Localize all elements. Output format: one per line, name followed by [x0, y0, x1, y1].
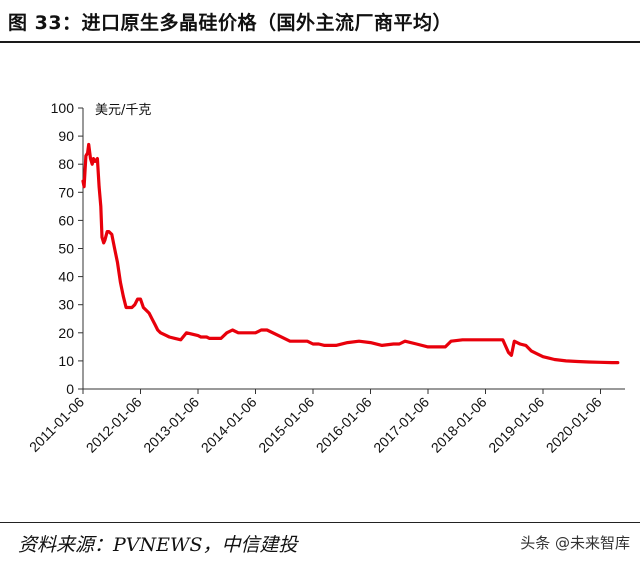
y-tick-label: 40	[58, 269, 74, 285]
series-layer	[81, 142, 620, 365]
y-tick-label: 90	[58, 128, 74, 144]
y-tick-label: 20	[58, 325, 74, 341]
x-tick-label: 2012-01-06	[83, 394, 145, 456]
x-tick-label: 2018-01-06	[428, 394, 490, 456]
x-tick-label: 2016-01-06	[313, 394, 375, 456]
x-axis: 2011-01-062012-01-062013-01-062014-01-06…	[26, 388, 625, 456]
title-divider	[0, 41, 640, 43]
x-tick-label: 2013-01-06	[140, 394, 202, 456]
y-tick-label: 100	[51, 100, 75, 116]
x-tick-label: 2014-01-06	[198, 394, 260, 456]
y-tick-label: 60	[58, 212, 74, 228]
y-axis-unit-label: 美元/千克	[95, 103, 151, 118]
y-tick-label: 0	[66, 381, 74, 397]
watermark: 头条 @未来智库	[520, 534, 630, 552]
x-tick-label: 2020-01-06	[543, 394, 605, 456]
y-tick-label: 70	[58, 184, 74, 200]
y-tick-label: 30	[58, 297, 74, 313]
y-axis: 0 10 20 30 40 50 60 70 80 90 100	[51, 100, 84, 397]
x-tick-label: 2011-01-06	[26, 394, 87, 455]
x-tick-label: 2017-01-06	[370, 394, 432, 456]
x-tick-label: 2019-01-06	[485, 394, 547, 456]
y-tick-label: 10	[58, 353, 74, 369]
figure-title: 图 33：进口原生多晶硅价格（国外主流厂商平均）	[8, 12, 453, 34]
series-line-price	[81, 142, 620, 365]
x-tick-label: 2015-01-06	[255, 394, 317, 456]
y-tick-label: 80	[58, 156, 74, 172]
y-tick-label: 50	[58, 241, 74, 257]
price-line-chart: 0 10 20 30 40 50 60 70 80 90 100 2011-01-062012-01…	[26, 100, 625, 456]
source-note: 资料来源：PVNEWS，中信建投	[18, 534, 298, 556]
footer-divider	[0, 522, 640, 523]
